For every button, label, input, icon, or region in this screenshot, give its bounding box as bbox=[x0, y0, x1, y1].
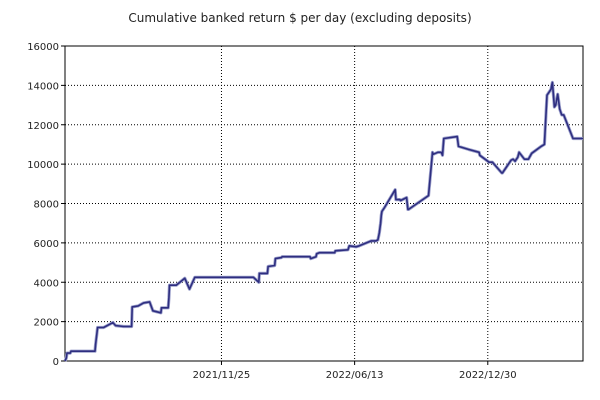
y-axis-ticks: 0 2000 4000 6000 8000 10000 12000 14000 16000 bbox=[27, 42, 65, 368]
x-tick-label: 2022/06/13 bbox=[326, 370, 384, 381]
x-axis-ticks: 2021/11/25 2022/06/13 2022/12/30 bbox=[193, 361, 517, 381]
y-tick-label: 16000 bbox=[27, 42, 59, 53]
y-tick-label: 12000 bbox=[27, 121, 59, 132]
y-tick-label: 4000 bbox=[34, 278, 59, 289]
y-tick-label: 0 bbox=[53, 357, 59, 368]
y-tick-label: 8000 bbox=[34, 200, 59, 211]
x-tick-label: 2021/11/25 bbox=[193, 370, 251, 381]
y-tick-label: 2000 bbox=[34, 318, 59, 329]
x-tick-label: 2022/12/30 bbox=[459, 370, 517, 381]
series-layer bbox=[63, 80, 584, 362]
series-line bbox=[64, 81, 583, 362]
y-tick-label: 14000 bbox=[27, 81, 59, 92]
y-tick-label: 6000 bbox=[34, 239, 59, 250]
series-line-halo bbox=[63, 80, 584, 362]
gridlines bbox=[65, 46, 583, 361]
y-tick-label: 10000 bbox=[27, 160, 59, 171]
chart-title: Cumulative banked return $ per day (excl… bbox=[128, 11, 471, 25]
